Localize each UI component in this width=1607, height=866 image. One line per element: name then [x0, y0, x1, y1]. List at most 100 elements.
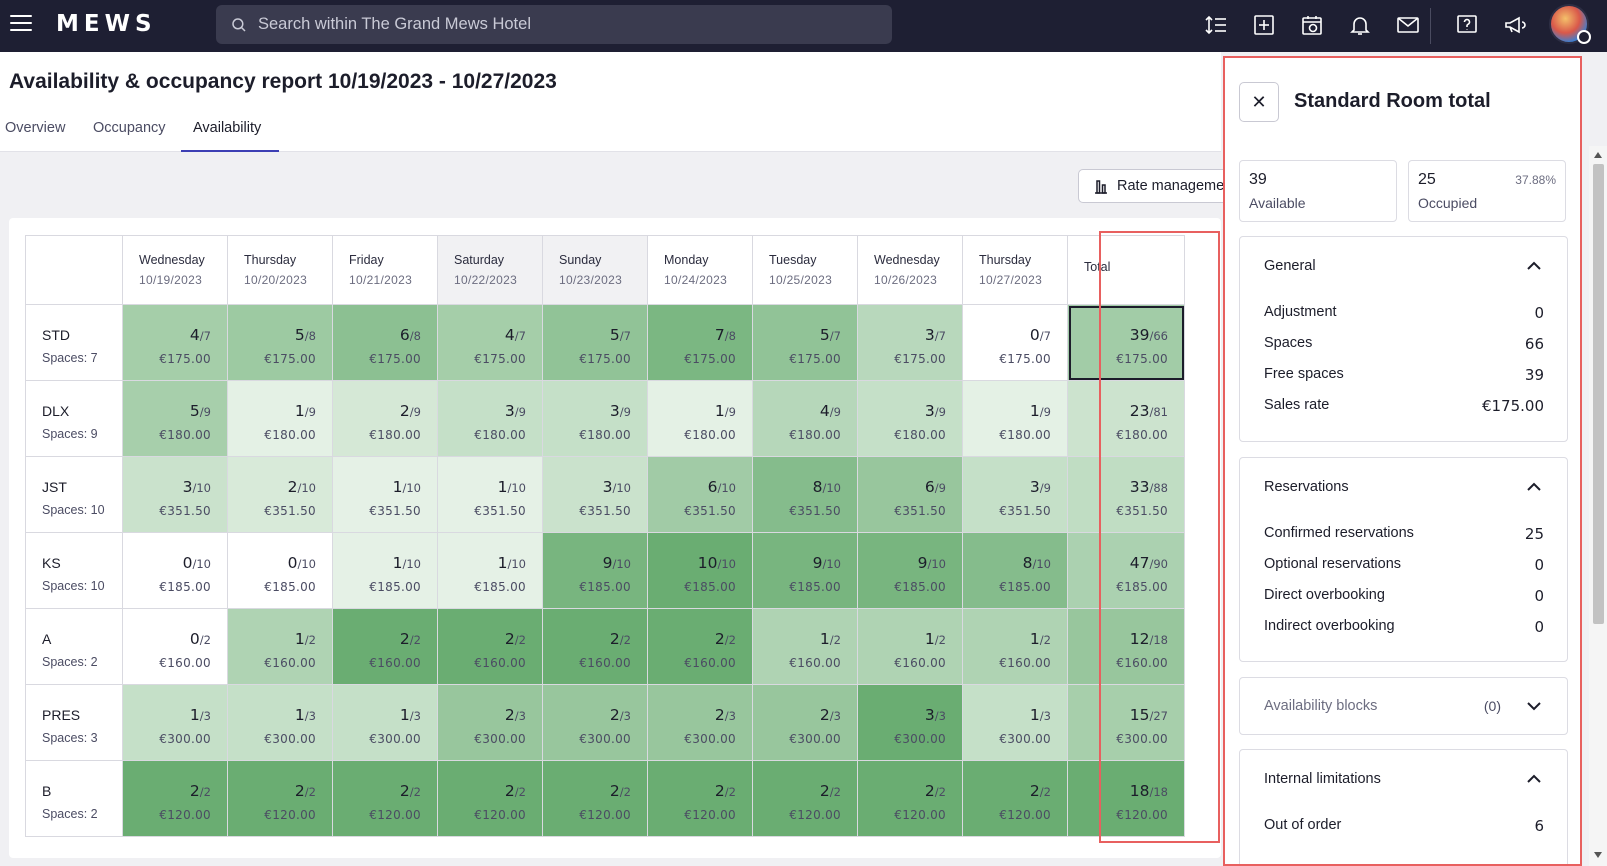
total-cell[interactable]: 23/81 €180.00	[1067, 380, 1185, 457]
add-box-icon[interactable]	[1251, 12, 1277, 38]
total-cell[interactable]: 47/90 €185.00	[1067, 532, 1185, 609]
availability-cell[interactable]: 1/3 €300.00	[962, 684, 1068, 761]
availability-cell[interactable]: 1/3 €300.00	[227, 684, 333, 761]
availability-cell[interactable]: 2/2 €160.00	[542, 608, 648, 685]
chevron-up-icon[interactable]	[1526, 771, 1542, 787]
availability-cell[interactable]: 2/9 €180.00	[332, 380, 438, 457]
total-cell[interactable]: 12/18 €160.00	[1067, 608, 1185, 685]
availability-cell[interactable]: 7/8 €175.00	[647, 304, 753, 381]
total-cell[interactable]: 15/27 €300.00	[1067, 684, 1185, 761]
tab-occupancy[interactable]: Occupancy	[93, 120, 166, 136]
availability-cell[interactable]: 2/3 €300.00	[647, 684, 753, 761]
help-icon[interactable]	[1454, 12, 1480, 38]
availability-cell[interactable]: 3/7 €175.00	[857, 304, 963, 381]
availability-cell[interactable]: 0/10 €185.00	[122, 532, 228, 609]
tab-overview[interactable]: Overview	[5, 120, 66, 136]
availability-cell[interactable]: 2/2 €120.00	[227, 760, 333, 837]
capacity: /3	[829, 709, 841, 723]
availability-cell[interactable]: 5/7 €175.00	[752, 304, 858, 381]
availability-cell[interactable]: 5/7 €175.00	[542, 304, 648, 381]
availability-cell[interactable]: 10/10 €185.00	[647, 532, 753, 609]
tab-availability[interactable]: Availability	[193, 120, 262, 136]
availability-cell[interactable]: 2/2 €160.00	[332, 608, 438, 685]
availability-cell[interactable]: 8/10 €351.50	[752, 456, 858, 533]
availability-cell[interactable]: 2/2 €160.00	[647, 608, 753, 685]
app-logo[interactable]: MEWS	[56, 11, 157, 37]
availability-cell[interactable]: 2/2 €160.00	[437, 608, 543, 685]
availability-cell[interactable]: 0/10 €185.00	[227, 532, 333, 609]
line-height-icon[interactable]	[1203, 12, 1229, 38]
megaphone-icon[interactable]	[1502, 12, 1528, 38]
total-cell[interactable]: 18/18 €120.00	[1067, 760, 1185, 837]
availability-cell[interactable]: 3/3 €300.00	[857, 684, 963, 761]
search-input[interactable]: Search within The Grand Mews Hotel	[216, 5, 892, 44]
total-cell[interactable]: 33/88 €351.50	[1067, 456, 1185, 533]
availability-cell[interactable]: 4/7 €175.00	[122, 304, 228, 381]
availability-cell[interactable]: 5/9 €180.00	[122, 380, 228, 457]
availability-cell[interactable]: 8/10 €185.00	[962, 532, 1068, 609]
availability-cell[interactable]: 3/10 €351.50	[542, 456, 648, 533]
availability-cell[interactable]: 6/10 €351.50	[647, 456, 753, 533]
availability-cell[interactable]: 4/7 €175.00	[437, 304, 543, 381]
availability-cell[interactable]: 1/2 €160.00	[752, 608, 858, 685]
availability-cell[interactable]: 1/9 €180.00	[962, 380, 1068, 457]
mail-icon[interactable]	[1395, 12, 1421, 38]
availability-cell[interactable]: 0/2 €160.00	[122, 608, 228, 685]
availability-cell[interactable]: 6/9 €351.50	[857, 456, 963, 533]
availability-cell[interactable]: 1/10 €351.50	[332, 456, 438, 533]
total-cell[interactable]: 39/66 €175.00	[1067, 304, 1185, 381]
calendar-clock-icon[interactable]	[1299, 12, 1325, 38]
availability-cell[interactable]: 9/10 €185.00	[857, 532, 963, 609]
availability-cell[interactable]: 9/10 €185.00	[752, 532, 858, 609]
availability-cell[interactable]: 1/2 €160.00	[857, 608, 963, 685]
availability-cell[interactable]: 1/9 €180.00	[647, 380, 753, 457]
scroll-up-arrow-icon[interactable]	[1593, 150, 1603, 160]
availability-cell[interactable]: 3/9 €180.00	[437, 380, 543, 457]
availability-cell[interactable]: 2/10 €351.50	[227, 456, 333, 533]
availability-cell[interactable]: 3/10 €351.50	[122, 456, 228, 533]
availability-cell[interactable]: 2/3 €300.00	[542, 684, 648, 761]
availability-cell[interactable]: 2/2 €120.00	[437, 760, 543, 837]
availability-cell[interactable]: 9/10 €185.00	[542, 532, 648, 609]
availability-cell[interactable]: 3/9 €180.00	[542, 380, 648, 457]
availability-cell[interactable]: 1/3 €300.00	[122, 684, 228, 761]
availability-cell[interactable]: 2/2 €120.00	[962, 760, 1068, 837]
availability-cell[interactable]: 1/2 €160.00	[962, 608, 1068, 685]
scroll-down-arrow-icon[interactable]	[1593, 850, 1603, 860]
occupied-count: 4	[504, 326, 515, 344]
chevron-up-icon[interactable]	[1526, 479, 1542, 495]
availability-cell[interactable]: 4/9 €180.00	[752, 380, 858, 457]
availability-cell[interactable]: 5/8 €175.00	[227, 304, 333, 381]
availability-cell[interactable]: 3/9 €351.50	[962, 456, 1068, 533]
availability-cell[interactable]: 2/2 €120.00	[752, 760, 858, 837]
availability-cell[interactable]: 2/2 €120.00	[647, 760, 753, 837]
chevron-up-icon[interactable]	[1526, 258, 1542, 274]
availability-cell[interactable]: 1/3 €300.00	[332, 684, 438, 761]
availability-cell[interactable]: 1/10 €185.00	[332, 532, 438, 609]
rate-management-button[interactable]: Rate manageme	[1078, 169, 1238, 203]
availability-cell[interactable]: 1/2 €160.00	[227, 608, 333, 685]
availability-cell[interactable]: 1/9 €180.00	[227, 380, 333, 457]
availability-cell[interactable]: 1/10 €351.50	[437, 456, 543, 533]
availability-cell[interactable]: 6/8 €175.00	[332, 304, 438, 381]
availability-cell[interactable]: 2/2 €120.00	[857, 760, 963, 837]
availability-cell[interactable]: 3/9 €180.00	[857, 380, 963, 457]
rate-price: €300.00	[264, 732, 316, 746]
availability-cell[interactable]: 1/10 €185.00	[437, 532, 543, 609]
occupied-count: 1	[392, 478, 403, 496]
availability-cell[interactable]: 2/2 €120.00	[122, 760, 228, 837]
availability-blocks-section[interactable]: Availability blocks (0)	[1239, 677, 1568, 735]
menu-icon[interactable]	[10, 15, 32, 33]
capacity: /9	[409, 405, 421, 419]
availability-cell[interactable]: 2/2 €120.00	[332, 760, 438, 837]
capacity: /2	[724, 633, 736, 647]
close-button[interactable]: ✕	[1239, 82, 1279, 122]
scrollbar-thumb[interactable]	[1593, 164, 1604, 624]
day-name: Monday	[664, 253, 709, 267]
availability-cell[interactable]: 2/3 €300.00	[437, 684, 543, 761]
availability-cell[interactable]: 2/2 €120.00	[542, 760, 648, 837]
availability-cell[interactable]: 0/7 €175.00	[962, 304, 1068, 381]
availability-cell[interactable]: 2/3 €300.00	[752, 684, 858, 761]
chevron-down-icon[interactable]	[1526, 698, 1542, 714]
bell-icon[interactable]	[1347, 12, 1373, 38]
